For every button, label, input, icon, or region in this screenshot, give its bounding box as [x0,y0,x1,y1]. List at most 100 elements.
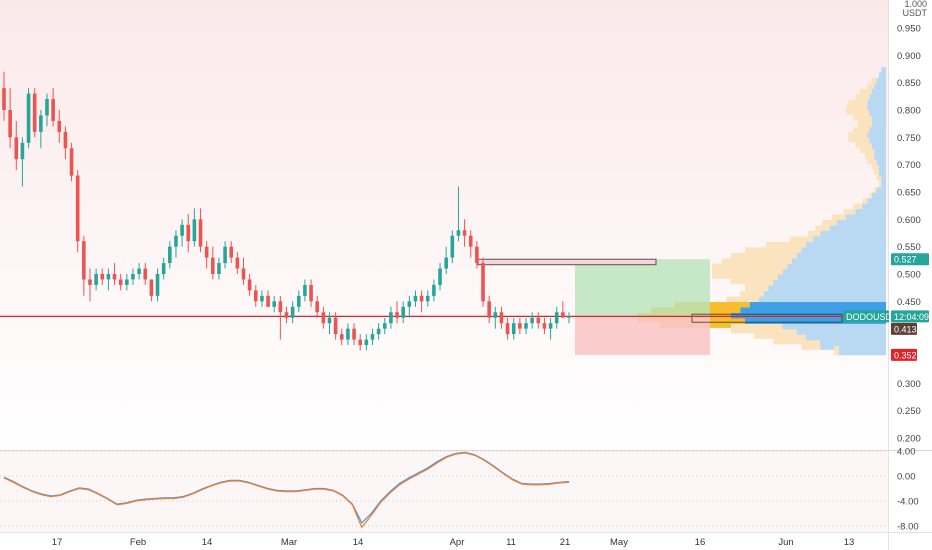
volume-profile-up-bar [862,203,886,214]
volume-profile-down-bar [843,209,856,219]
volume-profile-down-bar [721,258,792,268]
volume-profile-up-bar [796,252,886,263]
candle-body [241,268,246,280]
volume-profile-up-bar [869,110,886,121]
candle-body [204,246,209,258]
chart-background [0,0,888,450]
price-tick-label: 0.300 [897,379,921,390]
volume-profile-down-bar [874,187,877,197]
volume-profile-down-bar [878,176,882,186]
candle-body [63,131,68,149]
symbol-label-bg [843,310,889,323]
volume-profile [636,66,886,356]
candle-body [542,323,547,329]
time-tick-label: Jun [778,537,793,548]
time-tick-label: 17 [52,537,63,548]
stop-price-label: 0.352 [894,350,917,360]
candle-body [567,316,571,318]
candle-body [106,274,111,280]
volume-profile-down-bar [857,121,872,132]
volume-profile-up-bar [867,198,886,208]
volume-profile-up-bar [846,214,886,225]
candle-body [137,268,141,274]
candle-body [100,274,105,280]
price-tick-label: 0.600 [897,215,921,226]
volume-profile-up-bar [871,143,886,154]
candle-body [57,120,62,132]
volume-profile-up-bar [867,105,886,115]
volume-profile-up-bar [801,247,886,257]
candle-body [327,317,332,324]
candle-body [186,224,191,242]
volume-profile-up-bar [871,116,886,126]
volume-profile-down-bar [831,214,847,225]
volume-profile-up-bar [867,132,886,143]
oscillator-tick-label: -4.00 [897,497,919,508]
candle-body [8,110,12,138]
volume-profile-up-bar [874,83,886,93]
volume-profile-up-bar [839,345,886,356]
candle-body [309,284,313,302]
candle-body [168,246,172,264]
time-axis[interactable]: 17 Feb 14 Mar 14 Apr 11 21 May 16 Jun 13 [52,537,855,548]
candle-body [155,274,160,296]
entry-price-label: 0.413 [894,324,917,334]
target-zone [575,259,710,317]
position-tool[interactable] [0,258,888,355]
volume-profile-down-bar [855,138,870,148]
volume-profile-up-bar [763,291,886,301]
candle-body [198,219,203,247]
candle-body [339,334,344,340]
candle-body [235,257,240,269]
time-tick-label: 21 [560,537,571,548]
volume-profile-down-bar [878,181,882,192]
volume-profile-down-bar [860,88,872,99]
time-tick-label: Feb [130,537,146,548]
volume-profile-up-bar [759,296,886,307]
volume-profile-up-bar [874,148,886,159]
oscillator-axis: 4.00 0.00 -4.00 -8.00 [897,447,919,533]
volume-profile-down-bar [846,105,868,115]
time-tick-label: 14 [202,537,213,548]
volume-profile-up-bar [878,165,886,175]
candle-body [290,306,295,318]
volume-profile-down-bar [871,159,877,170]
time-tick-label: Apr [450,537,465,548]
candle-body [407,301,412,307]
candle-body [253,290,258,302]
candle-body [82,241,86,280]
volume-profile-down-bar [869,192,872,203]
volume-profile-up-bar [869,138,886,148]
volume-profile-down-bar [745,285,769,296]
volume-profile-down-bar [860,143,872,154]
volume-profile-down-bar [855,94,870,104]
candle-body [125,279,129,285]
candle-body [364,339,369,346]
oscillator-tick-label: 0.00 [897,472,916,483]
candle-body [32,93,37,132]
volume-profile-up-bar [745,318,886,328]
candle-body [131,274,135,280]
candle-body [395,312,399,318]
candle-body [2,88,6,110]
candle-body [223,246,227,264]
volume-profile-down-bar [740,291,764,301]
time-tick-label: 16 [695,537,706,548]
time-tick-label: May [610,537,628,548]
volume-profile-up-bar [796,329,886,339]
candle-body [303,284,307,296]
volume-profile-up-bar [820,230,886,241]
volume-profile-down-bar [754,329,797,339]
volume-profile-up-bar [806,334,886,345]
volume-profile-down-bar [876,170,879,181]
volume-profile-up-bar [782,269,886,279]
price-axis[interactable]: 0.950 0.900 0.850 0.800 0.750 0.700 0.650 0.600… [897,24,921,445]
candle-body [149,279,154,296]
volume-profile-up-bar [829,225,886,236]
volume-profile-up-bar [787,263,886,274]
volume-profile-down-bar [801,340,821,350]
price-tick-label: 0.650 [897,188,921,199]
candle-body [456,230,461,236]
volume-profile-up-bar [876,187,886,197]
